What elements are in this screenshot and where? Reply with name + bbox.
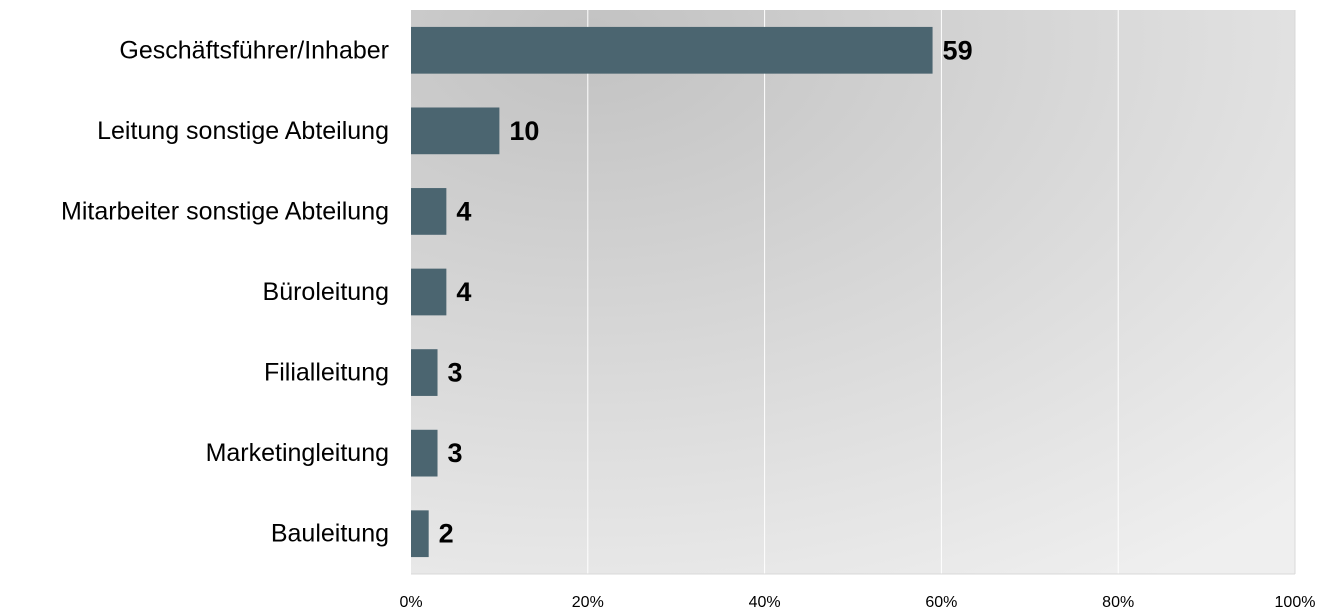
- x-tick-label: 20%: [572, 594, 604, 611]
- x-tick-label: 40%: [749, 594, 781, 611]
- bar: [411, 107, 500, 155]
- value-label: 59: [943, 35, 973, 65]
- x-tick-label: 80%: [1102, 594, 1134, 611]
- value-labels: 59 10 4 4 3 3 2: [439, 35, 973, 548]
- bar: [411, 510, 429, 558]
- category-label: Mitarbeiter sonstige Abteilung: [61, 197, 389, 225]
- category-labels: Geschäftsführer/Inhaber Leitung sonstige …: [61, 36, 389, 547]
- category-label: Filialleitung: [264, 359, 389, 387]
- value-label: 3: [448, 438, 463, 468]
- x-tick-label: 60%: [925, 594, 957, 611]
- category-label: Geschäftsführer/Inhaber: [119, 36, 389, 64]
- value-label: 10: [509, 116, 539, 146]
- bar: [411, 188, 447, 235]
- bar: [411, 429, 438, 477]
- value-label: 2: [439, 519, 454, 549]
- category-label: Bauleitung: [271, 520, 389, 548]
- bar: [411, 268, 447, 316]
- x-axis-ticks: 0% 20% 40% 60% 80% 100%: [399, 594, 1315, 611]
- x-tick-label: 100%: [1275, 594, 1316, 611]
- bar: [411, 26, 933, 74]
- value-label: 4: [456, 196, 471, 226]
- plot-area: [411, 10, 1295, 574]
- gridlines: [587, 10, 1119, 574]
- category-label: Leitung sonstige Abteilung: [97, 117, 389, 145]
- value-label: 3: [448, 358, 463, 388]
- category-label: Marketingleitung: [206, 439, 389, 467]
- category-label: Büroleitung: [263, 278, 389, 306]
- bars: [411, 26, 933, 558]
- bar: [411, 349, 438, 396]
- x-tick-label: 0%: [399, 594, 422, 611]
- value-label: 4: [456, 277, 471, 307]
